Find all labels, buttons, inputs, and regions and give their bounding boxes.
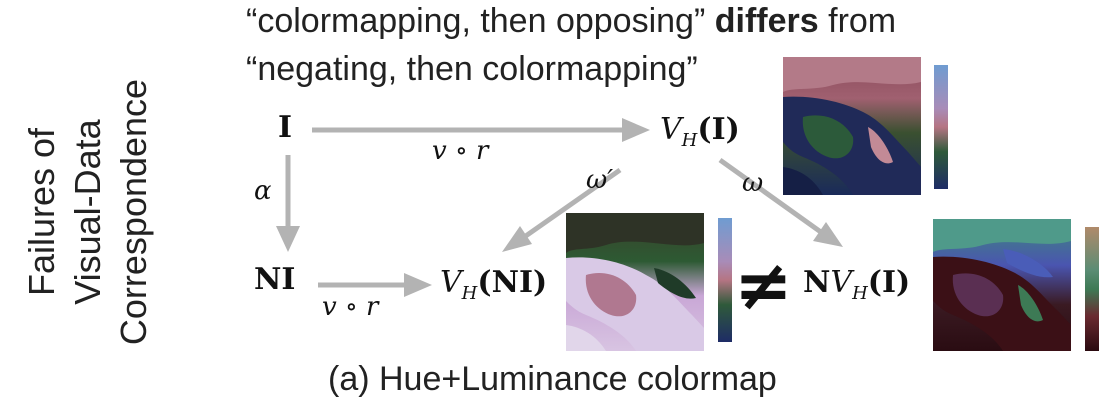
arrow-top-head xyxy=(622,118,650,142)
headline-bold: differs xyxy=(714,2,819,40)
node-n-vh-i-n: N xyxy=(803,265,831,300)
node-vh-i-sub: H xyxy=(681,130,698,151)
arrow-alpha-head xyxy=(276,226,300,252)
node-i: I xyxy=(278,110,293,145)
node-n-vh-i-arg: (I) xyxy=(867,265,911,300)
negated-colormapped-image xyxy=(566,213,704,351)
node-n-vh-i-v: V xyxy=(830,265,853,300)
node-ni: NI xyxy=(254,262,296,297)
not-equal-symbol: ≠ xyxy=(734,244,793,326)
edge-label-omega: ω xyxy=(742,168,764,198)
headline-part-2: from xyxy=(828,2,897,40)
edge-label-alpha: α xyxy=(254,176,272,206)
node-vh-ni-v: V xyxy=(440,265,462,300)
node-n-vh-i-sub: H xyxy=(852,283,868,304)
arrow-omega xyxy=(718,157,827,238)
node-vh-ni-sub: H xyxy=(461,283,478,304)
italy-map-thumbnail-icon xyxy=(566,213,704,351)
headline-part-1: “colormapping, then opposing” xyxy=(246,2,706,40)
colormap-legend-bar-3 xyxy=(1085,227,1099,351)
italy-map-thumbnail-icon xyxy=(933,219,1071,351)
node-vh-i-v: V xyxy=(660,112,682,147)
headline-line-2: “negating, then colormapping” xyxy=(246,50,698,88)
colormap-legend-bar-1 xyxy=(934,65,948,189)
arrow-omega-prime-head xyxy=(502,226,532,252)
edge-label-top: v ∘ r xyxy=(432,136,489,166)
node-n-vh-i: NVH(I) xyxy=(803,265,910,304)
node-vh-ni-arg: (NI) xyxy=(477,265,548,300)
edge-label-bottom: v ∘ r xyxy=(322,292,379,322)
colormap-legend-bar-2 xyxy=(718,218,732,342)
arrow-omega-head xyxy=(813,222,843,247)
headline-line-1: “colormapping, then opposing” differs fr… xyxy=(246,2,896,41)
italy-map-thumbnail-icon xyxy=(783,57,921,195)
opposed-colormapped-image xyxy=(933,219,1071,351)
colormapped-image xyxy=(783,57,921,195)
arrow-bottom-head xyxy=(404,273,432,297)
arrow-omega-prime xyxy=(518,167,622,243)
node-vh-i-arg: (I) xyxy=(697,112,740,147)
figure-caption: (a) Hue+Luminance colormap xyxy=(328,360,777,398)
node-vh-i: VH(I) xyxy=(660,112,740,151)
edge-label-omega-prime: ω′ xyxy=(586,165,614,195)
node-vh-ni: VH(NI) xyxy=(440,265,547,304)
